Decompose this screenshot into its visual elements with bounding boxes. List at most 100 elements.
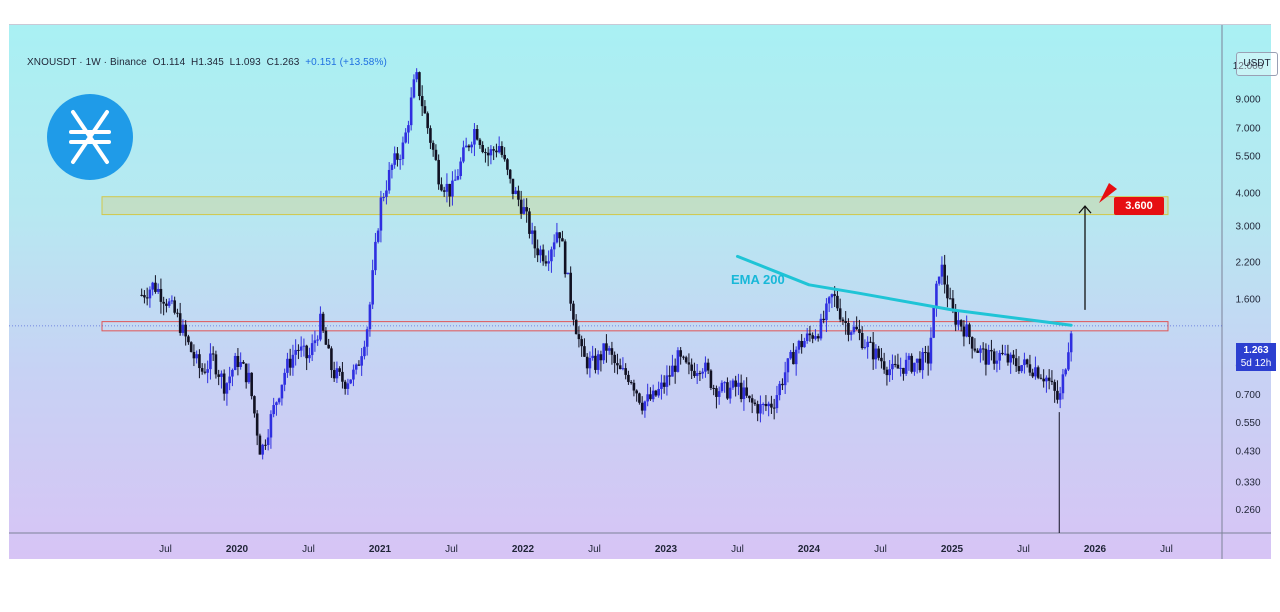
candle-body xyxy=(1036,367,1040,378)
candle-body xyxy=(984,348,988,365)
candle-body xyxy=(544,261,548,264)
candle-body xyxy=(423,106,427,114)
symbol-name: XNOUSDT · 1W · Binance xyxy=(27,57,147,68)
y-tick-label: 0.430 xyxy=(1235,447,1260,458)
candle-body xyxy=(291,354,295,368)
candle-body xyxy=(1053,382,1056,391)
candle-body xyxy=(313,340,317,344)
x-tick-label: 2020 xyxy=(226,544,249,555)
candle-body xyxy=(849,332,853,335)
candle-body xyxy=(734,380,737,387)
candle-body xyxy=(552,242,556,250)
candle-body xyxy=(308,355,311,359)
candle-body xyxy=(412,79,416,98)
candle-body xyxy=(319,313,322,340)
candle-body xyxy=(233,355,237,370)
candle-body xyxy=(926,352,930,364)
candle-body xyxy=(946,284,949,299)
close-value: C1.263 xyxy=(266,57,300,68)
chart-panel[interactable]: 12.000 9.000 7.000 5.500 4.000 3.000 2.200 1.60… xyxy=(9,24,1278,559)
candle-body xyxy=(346,383,350,389)
candle-body xyxy=(264,444,267,446)
candle-body xyxy=(841,319,845,322)
candle-body xyxy=(363,346,366,357)
candle-body xyxy=(618,365,622,369)
price-chart[interactable]: 12.000 9.000 7.000 5.500 4.000 3.000 2.200 1.60… xyxy=(9,25,1271,559)
x-tick-label: Jul xyxy=(1017,544,1030,555)
candle-body xyxy=(904,359,908,374)
currency-selector[interactable]: USDT xyxy=(1236,52,1278,76)
candle-body xyxy=(459,161,462,177)
candle-body xyxy=(866,341,869,348)
candle-body xyxy=(759,404,762,414)
candle-body xyxy=(794,349,798,365)
candle-body xyxy=(951,298,955,311)
candle-body xyxy=(627,374,630,382)
candle-body xyxy=(803,341,806,348)
candle-body xyxy=(561,238,564,242)
candle-body xyxy=(902,367,905,374)
candle-body xyxy=(563,241,567,275)
candle-body xyxy=(1017,366,1021,372)
candle-body xyxy=(1039,377,1043,379)
candle-body xyxy=(649,394,652,400)
candle-body xyxy=(577,334,581,340)
candle-body xyxy=(899,367,902,369)
y-tick-label: 0.260 xyxy=(1235,505,1260,516)
candle-body xyxy=(786,358,790,373)
candle-body xyxy=(635,390,638,394)
candle-body xyxy=(404,132,407,143)
candle-body xyxy=(1056,390,1059,400)
candle-body xyxy=(852,326,856,333)
xno-logo-icon xyxy=(47,94,133,180)
candle-body xyxy=(360,356,363,366)
candle-body xyxy=(209,353,212,370)
candle-body xyxy=(756,404,759,414)
candle-body xyxy=(220,373,223,377)
candle-body xyxy=(607,348,611,351)
candle-body xyxy=(998,352,1001,361)
candle-body xyxy=(426,113,429,129)
candle-body xyxy=(662,382,666,387)
candle-body xyxy=(981,348,985,350)
candle-body xyxy=(775,395,779,409)
candle-body xyxy=(1064,369,1067,375)
candle-body xyxy=(770,403,773,408)
candle-body xyxy=(629,381,633,383)
candle-body xyxy=(541,249,545,262)
candle-body xyxy=(1006,353,1010,363)
candle-body xyxy=(159,288,163,302)
candle-body xyxy=(492,149,495,151)
candle-body xyxy=(761,403,765,405)
x-tick-label: 2025 xyxy=(941,544,964,555)
candle-body xyxy=(742,387,746,400)
candle-body xyxy=(844,321,847,323)
candle-body xyxy=(374,241,377,271)
candle-body xyxy=(514,190,517,194)
candle-body xyxy=(415,72,418,80)
y-tick-label: 1.600 xyxy=(1235,294,1260,305)
candle-body xyxy=(332,370,336,379)
candle-body xyxy=(877,348,880,358)
candle-body xyxy=(709,370,713,388)
candle-body xyxy=(690,364,693,371)
candle-body xyxy=(211,353,215,355)
candle-body xyxy=(247,372,251,383)
candle-body xyxy=(1034,367,1037,377)
candle-body xyxy=(321,313,325,331)
candle-body xyxy=(957,320,960,325)
candle-body xyxy=(250,372,253,397)
ema-200-label: EMA 200 xyxy=(731,272,785,287)
candle-body xyxy=(539,249,542,256)
candle-body xyxy=(1025,359,1029,365)
candle-body xyxy=(990,349,993,352)
candle-body xyxy=(651,390,655,400)
candle-body xyxy=(525,207,528,212)
candle-body xyxy=(382,197,385,199)
candle-body xyxy=(572,303,575,320)
candle-body xyxy=(473,128,476,145)
candle-body xyxy=(151,282,154,290)
candle-body xyxy=(937,276,941,284)
candle-body xyxy=(668,375,671,377)
candle-body xyxy=(943,264,946,285)
